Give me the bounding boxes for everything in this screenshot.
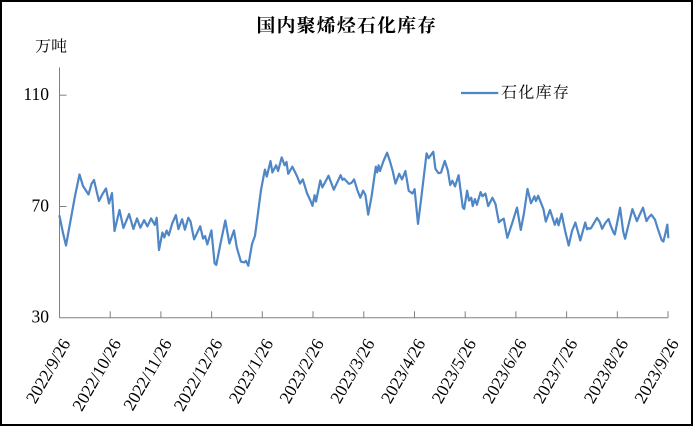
svg-text:70: 70 [32,195,50,215]
svg-text:110: 110 [23,84,49,104]
svg-text:30: 30 [32,307,50,327]
